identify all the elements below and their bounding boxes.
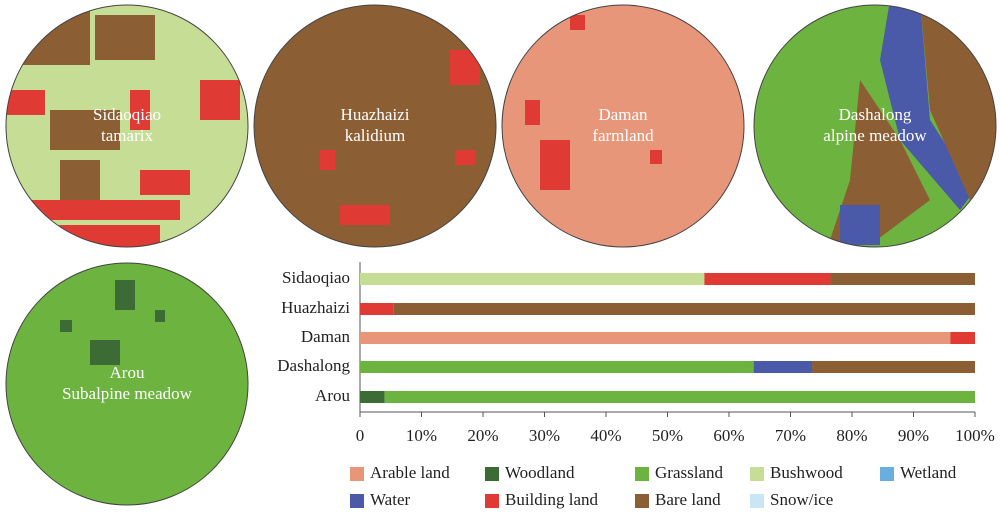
bar-segment [393,303,975,315]
legend-swatch [635,494,649,508]
x-tick-label: 90% [898,426,929,445]
bar-segment [950,332,975,344]
map-label: Huazhaizi [341,105,410,124]
map-label: Dashalong [839,105,912,124]
map-huazhaizi [254,5,496,247]
legend-swatch [635,467,649,481]
bar-segment [360,391,385,403]
legend-label: Bushwood [770,463,843,482]
map-label: farmland [592,126,654,145]
legend-swatch [485,494,499,508]
bar-segment [704,273,831,285]
bar-segment [360,303,394,315]
legend-label: Woodland [505,463,575,482]
bar-segment [360,361,754,373]
legend-label: Bare land [655,490,721,509]
map-dashalong [754,5,996,247]
y-tick-label: Arou [315,386,350,405]
map-label: Arou [110,363,145,382]
x-tick-label: 40% [590,426,621,445]
bar-segment [753,361,813,373]
bar-segment [360,332,951,344]
y-tick-label: Huazhaizi [281,298,350,317]
x-tick-label: 0 [356,426,365,445]
map-label: alpine meadow [823,126,927,145]
bar-segment [812,361,975,373]
map-label: tamarix [101,126,153,145]
map-arou [6,263,248,505]
legend-label: Building land [505,490,599,509]
x-tick-label: 50% [652,426,683,445]
bar-segment [360,273,705,285]
map-outlines [5,4,997,506]
legend-swatch [750,467,764,481]
legend-swatch [350,467,364,481]
map-label: Subalpine meadow [62,384,193,403]
x-tick-label: 10% [406,426,437,445]
map-label: Sidaoqiao [93,105,161,124]
legend-label: Grassland [655,463,723,482]
legend-swatch [750,494,764,508]
bar-segment [830,273,975,285]
legend-swatch [485,467,499,481]
y-tick-label: Dashalong [277,356,350,375]
legend-label: Arable land [370,463,450,482]
map-label: Daman [598,105,648,124]
map-label: kalidium [345,126,405,145]
x-tick-label: 30% [529,426,560,445]
legend-swatch [880,467,894,481]
x-tick-label: 70% [775,426,806,445]
y-tick-label: Sidaoqiao [282,268,350,287]
x-tick-label: 100% [955,426,995,445]
x-tick-label: 80% [836,426,867,445]
map-daman [502,5,744,247]
x-tick-label: 60% [713,426,744,445]
legend-label: Wetland [900,463,957,482]
legend-label: Water [370,490,410,509]
bar-segment [384,391,976,403]
y-tick-label: Daman [301,327,351,346]
x-tick-label: 20% [467,426,498,445]
legend-swatch [350,494,364,508]
legend-label: Snow/ice [770,490,833,509]
